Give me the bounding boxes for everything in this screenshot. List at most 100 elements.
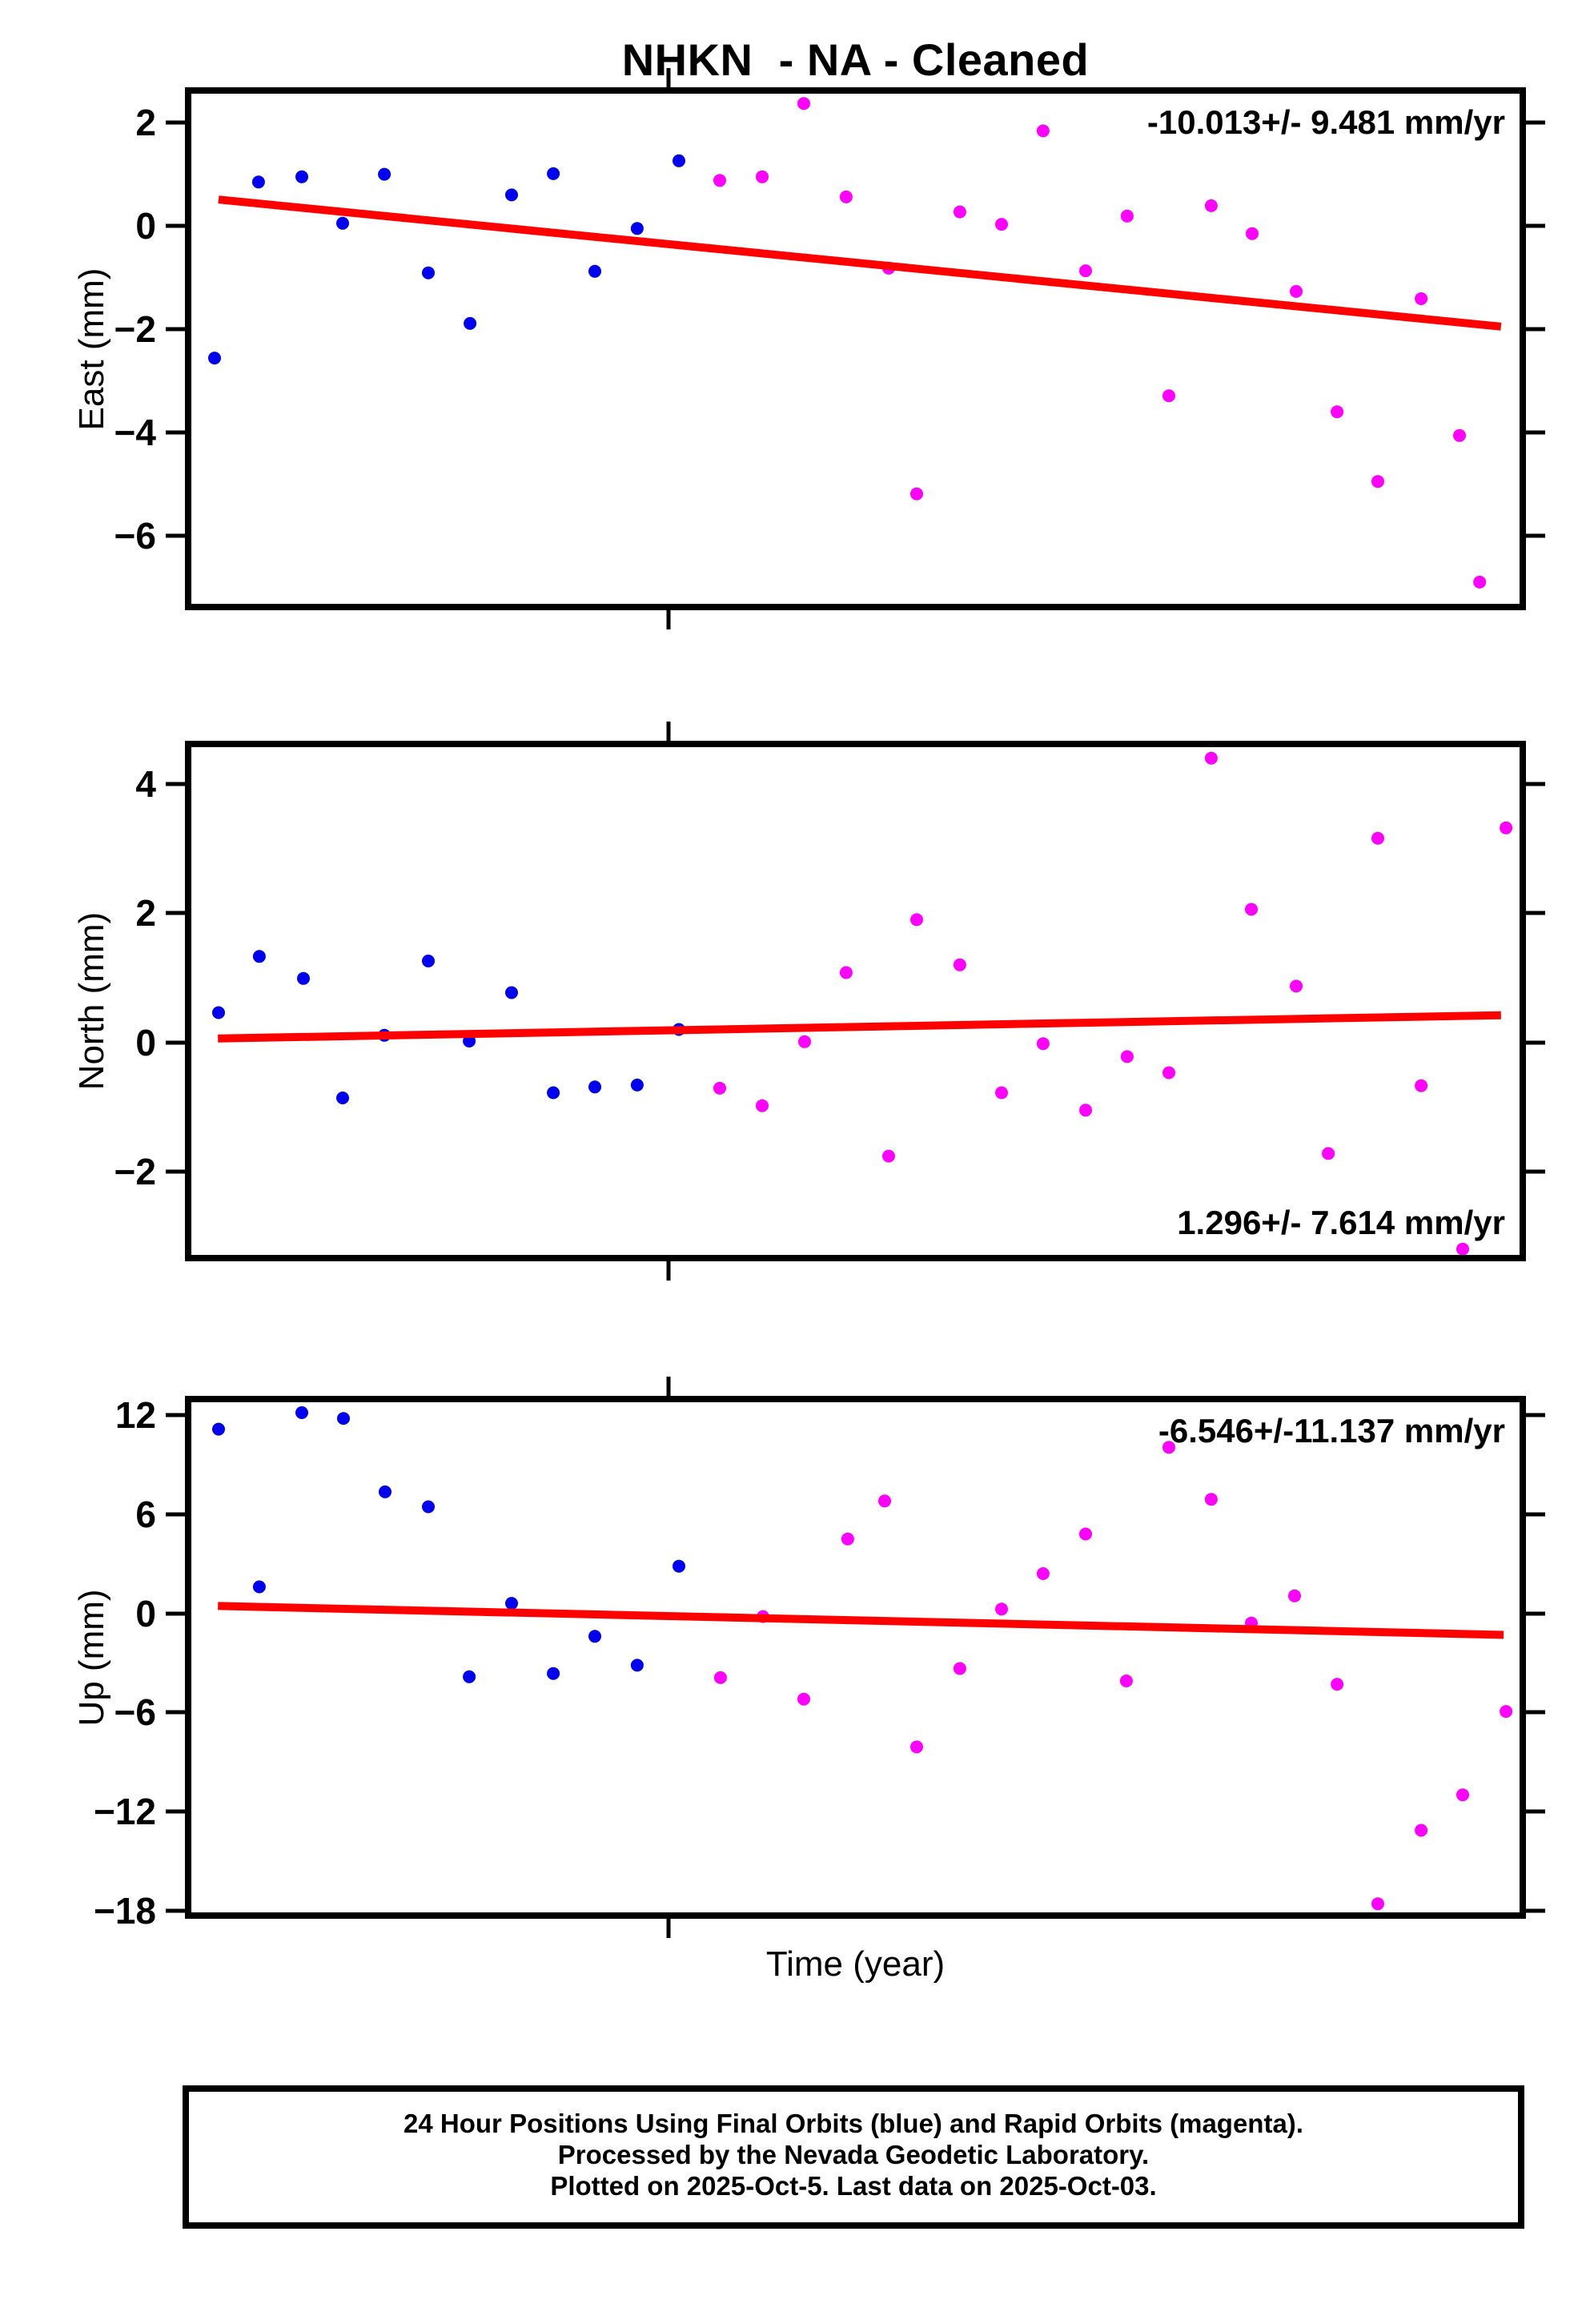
- data-point-final-orbits: [505, 188, 518, 202]
- data-point-rapid-orbits: [1288, 1589, 1301, 1602]
- data-point-rapid-orbits: [1415, 1079, 1428, 1092]
- data-point-rapid-orbits: [1500, 1705, 1513, 1719]
- data-point-rapid-orbits: [1120, 1050, 1134, 1063]
- data-point-rapid-orbits: [910, 913, 923, 927]
- data-point-final-orbits: [588, 264, 601, 278]
- chart-title: NHKN - NA - Cleaned: [621, 34, 1090, 85]
- data-point-rapid-orbits: [797, 1692, 810, 1706]
- data-point-rapid-orbits: [1036, 1567, 1050, 1580]
- data-point-final-orbits: [295, 1406, 308, 1419]
- y-tick-label: 0: [135, 205, 156, 247]
- data-point-rapid-orbits: [713, 1671, 727, 1684]
- data-point-final-orbits: [422, 955, 435, 967]
- y-tick-mark: [1526, 1908, 1545, 1912]
- up-panel: Up (mm) -6.546+/-11.137 mm/yr 12 6 0 −6 −12 −…: [72, 1377, 1545, 1938]
- data-point-final-orbits: [630, 1078, 644, 1092]
- data-point-final-orbits: [295, 170, 308, 183]
- y-tick-mark: [166, 782, 185, 786]
- data-point-final-orbits: [422, 1500, 435, 1514]
- data-point-rapid-orbits: [1204, 751, 1218, 765]
- y-tick-label: 2: [135, 892, 156, 935]
- x-tick-mark: [666, 68, 671, 87]
- y-tick-label: −6: [114, 1691, 156, 1734]
- y-tick-mark: [166, 533, 185, 538]
- data-point-rapid-orbits: [910, 487, 923, 501]
- data-point-final-orbits: [588, 1080, 601, 1094]
- y-tick-mark: [1526, 1040, 1545, 1045]
- data-point-rapid-orbits: [1415, 1823, 1428, 1837]
- y-tick-mark: [166, 911, 185, 915]
- y-tick-label: 4: [135, 763, 156, 805]
- x-tick-mark: [666, 610, 671, 629]
- y-tick-mark: [1526, 533, 1545, 538]
- y-tick-mark: [166, 1611, 185, 1615]
- y-tick-label: −4: [114, 411, 156, 453]
- y-tick-mark: [166, 1413, 185, 1417]
- data-point-rapid-orbits: [1322, 1147, 1335, 1160]
- data-point-final-orbits: [252, 1580, 266, 1594]
- y-tick-mark: [1526, 1809, 1545, 1814]
- north-rate-annotation: 1.296+/- 7.614 mm/yr: [1177, 1204, 1505, 1241]
- data-point-final-orbits: [588, 1630, 601, 1643]
- data-point-rapid-orbits: [1371, 831, 1384, 845]
- y-tick-mark: [166, 1512, 185, 1517]
- y-tick-mark: [166, 1710, 185, 1715]
- data-point-final-orbits: [297, 971, 310, 985]
- trend-line: [218, 1602, 1504, 1639]
- x-tick-mark: [666, 1261, 671, 1281]
- data-point-rapid-orbits: [910, 1740, 923, 1754]
- east-axis-label: East (mm): [72, 267, 111, 430]
- data-point-final-orbits: [336, 1092, 349, 1104]
- y-tick-mark: [166, 1040, 185, 1045]
- y-tick-mark: [1526, 327, 1545, 332]
- data-point-final-orbits: [378, 167, 391, 181]
- data-point-final-orbits: [547, 167, 560, 180]
- y-tick-label: 6: [135, 1493, 156, 1535]
- y-tick-mark: [1526, 1611, 1545, 1615]
- y-tick-mark: [1526, 223, 1545, 228]
- y-tick-mark: [166, 1908, 185, 1912]
- data-point-rapid-orbits: [1079, 264, 1092, 278]
- data-point-rapid-orbits: [1500, 821, 1513, 834]
- data-point-rapid-orbits: [953, 205, 966, 219]
- data-point-final-orbits: [252, 950, 266, 963]
- data-point-rapid-orbits: [1079, 1104, 1092, 1117]
- data-point-rapid-orbits: [995, 218, 1008, 231]
- y-tick-label: −12: [93, 1790, 156, 1832]
- footer-line-1: 24 Hour Positions Using Final Orbits (bl…: [404, 2109, 1303, 2138]
- y-tick-mark: [166, 430, 185, 435]
- up-axis-label: Up (mm): [72, 1588, 111, 1727]
- data-point-final-orbits: [630, 1659, 644, 1672]
- data-point-final-orbits: [630, 222, 644, 235]
- y-tick-mark: [1526, 782, 1545, 786]
- footer-box: 24 Hour Positions Using Final Orbits (bl…: [183, 2085, 1524, 2229]
- y-tick-mark: [1526, 911, 1545, 915]
- y-tick-mark: [166, 327, 185, 332]
- north-plot-canvas: [212, 751, 1513, 1255]
- data-point-rapid-orbits: [1371, 1897, 1384, 1911]
- data-point-rapid-orbits: [1290, 284, 1303, 298]
- data-point-rapid-orbits: [1290, 979, 1303, 993]
- data-point-rapid-orbits: [1371, 475, 1384, 489]
- north-panel: North (mm) 1.296+/- 7.614 mm/yr 4 2 0 −2: [72, 722, 1545, 1281]
- data-point-rapid-orbits: [995, 1602, 1008, 1616]
- data-point-rapid-orbits: [1036, 124, 1050, 138]
- data-point-rapid-orbits: [841, 1532, 854, 1546]
- data-point-rapid-orbits: [839, 966, 853, 979]
- data-point-final-orbits: [251, 175, 265, 189]
- data-point-final-orbits: [208, 352, 221, 365]
- trend-line: [218, 1011, 1501, 1043]
- data-point-rapid-orbits: [1120, 209, 1134, 223]
- y-tick-label: 0: [135, 1021, 156, 1063]
- data-point-rapid-orbits: [1456, 1242, 1469, 1255]
- up-rate-annotation: -6.546+/-11.137 mm/yr: [1158, 1412, 1505, 1449]
- data-point-final-orbits: [212, 1422, 225, 1436]
- data-point-rapid-orbits: [1245, 903, 1258, 916]
- data-point-rapid-orbits: [1453, 428, 1466, 442]
- data-point-rapid-orbits: [1162, 389, 1175, 403]
- y-tick-mark: [1526, 430, 1545, 435]
- data-point-final-orbits: [547, 1667, 560, 1680]
- data-point-rapid-orbits: [756, 1099, 769, 1112]
- y-tick-mark: [166, 1809, 185, 1814]
- y-tick-mark: [1526, 120, 1545, 125]
